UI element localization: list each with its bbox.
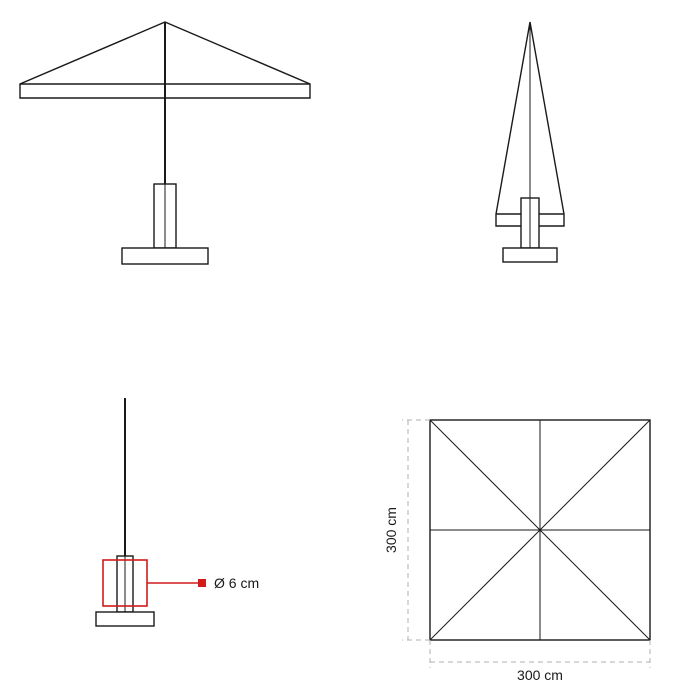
pole-diameter-label: Ø 6 cm bbox=[214, 575, 259, 591]
callout-square-icon bbox=[198, 579, 206, 587]
open-base bbox=[122, 248, 208, 264]
detail-base bbox=[96, 612, 154, 626]
topview-width-label: 300 cm bbox=[517, 667, 563, 683]
topview-height-label: 300 cm bbox=[383, 507, 399, 553]
closed-base bbox=[503, 248, 557, 262]
